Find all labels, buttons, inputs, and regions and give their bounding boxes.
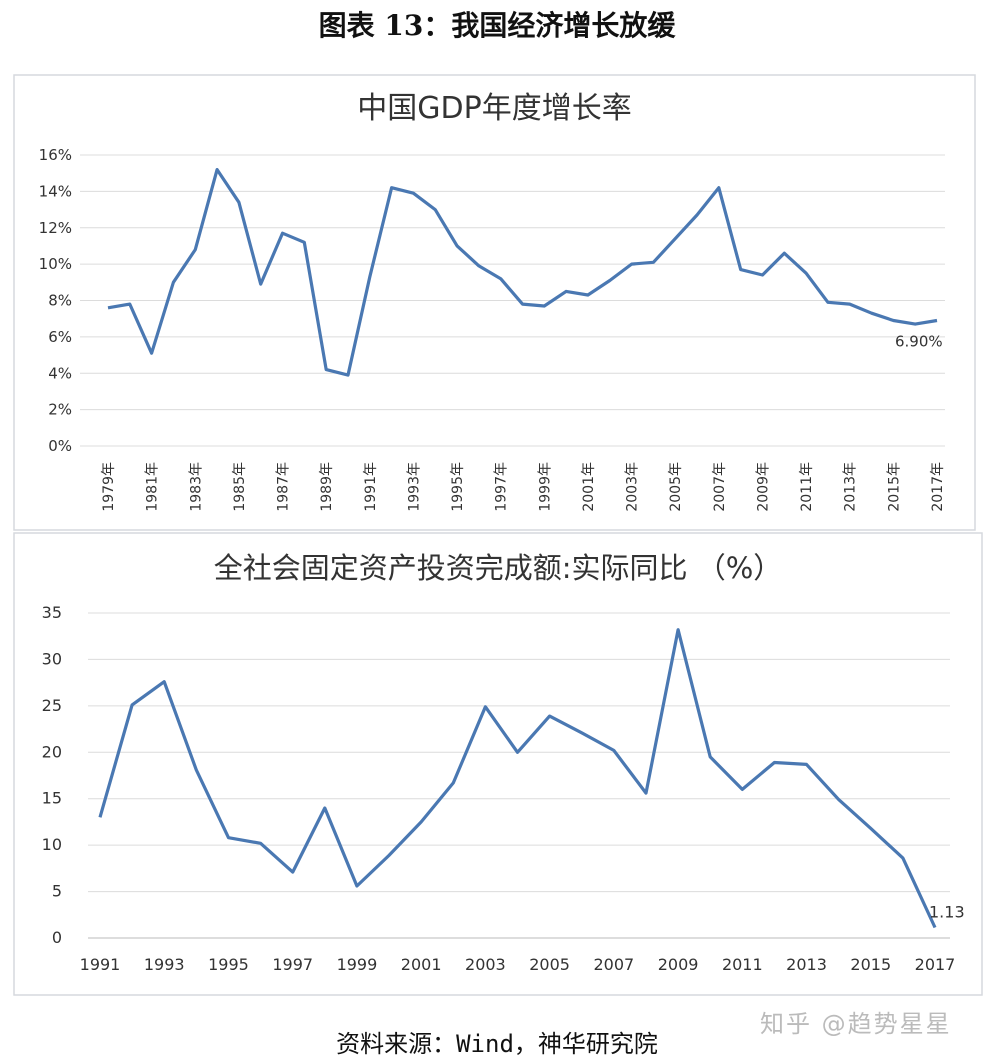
x-tick-label: 1979年 [101, 462, 117, 512]
y-tick-label: 15 [42, 789, 62, 808]
data-label: 6.90% [895, 333, 943, 351]
x-tick-label: 2005年 [668, 462, 684, 512]
data-label: 1.13 [929, 903, 965, 922]
x-tick-label: 2003 [465, 955, 506, 974]
x-tick-label: 2013 [786, 955, 827, 974]
y-tick-label: 16% [39, 146, 72, 164]
y-tick-label: 12% [39, 219, 72, 237]
watermark: 知乎 @趋势星星 [760, 1010, 952, 1038]
x-tick-label: 1991 [80, 955, 121, 974]
chart-title: 全社会固定资产投资完成额:实际同比 （%） [214, 551, 783, 585]
x-tick-label: 2015年 [886, 462, 902, 512]
source-note: 资料来源：Wind，神华研究院 [336, 1030, 658, 1058]
x-tick-label: 2017 [915, 955, 956, 974]
x-tick-label: 2007 [593, 955, 634, 974]
x-tick-label: 1993 [144, 955, 185, 974]
x-tick-label: 2015 [850, 955, 891, 974]
x-tick-label: 2013年 [843, 462, 859, 512]
y-tick-label: 30 [42, 649, 62, 668]
x-tick-label: 1989年 [319, 462, 335, 512]
y-tick-label: 2% [48, 401, 72, 419]
x-tick-label: 1983年 [188, 462, 204, 512]
series-line [107, 168, 938, 377]
x-tick-label: 2007年 [712, 462, 728, 512]
x-tick-label: 1993年 [406, 462, 422, 512]
x-tick-label: 1999 [337, 955, 378, 974]
x-tick-label: 2011 [722, 955, 763, 974]
x-tick-label: 1981年 [145, 462, 161, 512]
x-tick-label: 1995年 [450, 462, 466, 512]
y-tick-label: 20 [42, 742, 62, 761]
y-tick-label: 0% [48, 437, 72, 455]
chart-title: 中国GDP年度增长率 [357, 91, 631, 126]
y-tick-label: 8% [48, 292, 72, 310]
y-tick-label: 14% [39, 182, 72, 200]
chart-panel [13, 532, 983, 996]
y-tick-label: 4% [48, 364, 72, 382]
series-line [98, 628, 937, 929]
x-tick-label: 1995 [208, 955, 249, 974]
y-tick-label: 0 [52, 928, 62, 947]
x-tick-label: 2009 [658, 955, 699, 974]
y-tick-label: 10% [39, 255, 72, 273]
x-tick-label: 1999年 [537, 462, 553, 512]
x-tick-label: 1987年 [276, 462, 292, 512]
x-tick-label: 2005 [529, 955, 570, 974]
y-tick-label: 25 [42, 696, 62, 715]
y-tick-label: 35 [42, 603, 62, 622]
x-tick-label: 2001 [401, 955, 442, 974]
chart-panel [13, 74, 976, 531]
x-tick-label: 1985年 [232, 462, 248, 512]
x-tick-label: 1991年 [363, 462, 379, 512]
x-tick-label: 2011年 [799, 462, 815, 512]
y-tick-label: 10 [42, 835, 62, 854]
figure-title: 图表 13：我国经济增长放缓 [318, 9, 676, 42]
x-tick-label: 2001年 [581, 462, 597, 512]
x-tick-label: 1997 [272, 955, 313, 974]
x-tick-label: 2017年 [930, 462, 946, 512]
x-tick-label: 1997年 [494, 462, 510, 512]
x-tick-label: 2003年 [625, 462, 641, 512]
x-tick-label: 2009年 [755, 462, 771, 512]
y-tick-label: 6% [48, 328, 72, 346]
y-tick-label: 5 [52, 882, 62, 901]
